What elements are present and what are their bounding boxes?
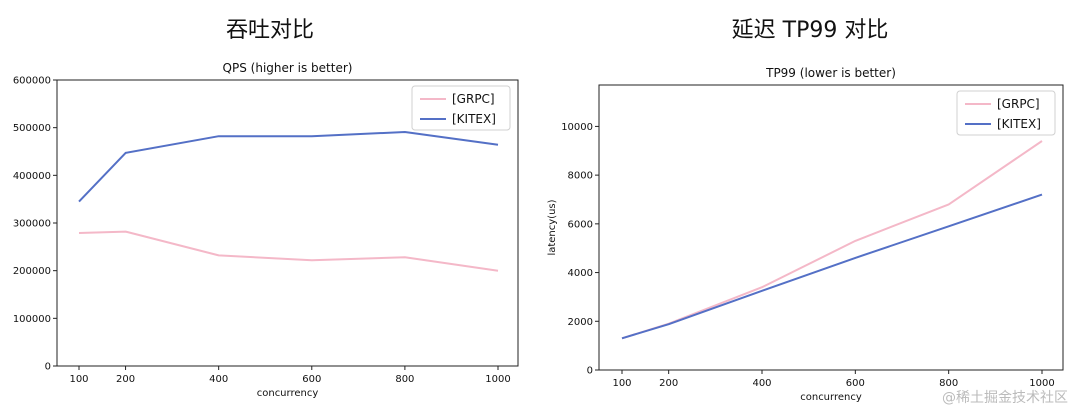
- watermark-text: @稀土掘金技术社区: [942, 390, 1068, 406]
- y-tick-label: 6000: [568, 219, 593, 230]
- x-tick-label: 400: [752, 378, 771, 389]
- y-tick-label: 2000: [568, 317, 593, 328]
- x-tick-label: 100: [69, 374, 88, 385]
- y-axis-label: latency(us): [547, 199, 558, 255]
- chart-1: QPS (higher is better) 0 100000 200000 30000…: [13, 61, 519, 399]
- x-tick-label: 400: [209, 374, 228, 385]
- x-tick-label: 600: [846, 378, 865, 389]
- legend-label-grpc: [GRPC]: [997, 97, 1040, 111]
- chart-title: TP99 (lower is better): [765, 66, 896, 80]
- y-tick-label: 200000: [13, 266, 51, 277]
- x-axis-label: concurrency: [800, 392, 862, 403]
- legend-label-kitex: [KITEX]: [452, 112, 496, 126]
- x-tick-label: 100: [612, 378, 631, 389]
- y-tick-label: 10000: [561, 122, 593, 133]
- latency-heading: 延迟 TP99 对比: [731, 18, 889, 43]
- legend-label-grpc: [GRPC]: [452, 92, 495, 106]
- x-tick-label: 200: [659, 378, 678, 389]
- series-line-grpc: [621, 140, 1043, 340]
- y-tick-label: 8000: [568, 171, 593, 182]
- x-tick-label: 1000: [485, 374, 510, 385]
- y-tick-label: 0: [587, 366, 593, 377]
- y-tick-label: 100000: [13, 314, 51, 325]
- x-tick-label: 1000: [1029, 378, 1054, 389]
- y-tick-label: 600000: [13, 76, 51, 87]
- chart-title: QPS (higher is better): [223, 61, 353, 75]
- x-tick-label: 800: [395, 374, 414, 385]
- y-tick-label: 500000: [13, 123, 51, 134]
- y-tick-label: 4000: [568, 268, 593, 279]
- series-line-grpc: [78, 230, 499, 272]
- throughput-heading: 吞吐对比: [225, 18, 314, 43]
- series-line-kitex: [621, 193, 1043, 340]
- x-axis-label: concurrency: [257, 388, 319, 399]
- x-tick-label: 200: [116, 374, 135, 385]
- plot-frame: [598, 84, 1064, 371]
- legend-label-kitex: [KITEX]: [997, 117, 1041, 131]
- y-tick-label: 300000: [13, 219, 51, 230]
- x-tick-label: 800: [939, 378, 958, 389]
- series-line-kitex: [78, 131, 499, 203]
- y-tick-label: 400000: [13, 171, 51, 182]
- x-tick-label: 600: [302, 374, 321, 385]
- chart-2: TP99 (lower is better) 0 2000 4000 6000 8000 1…: [547, 66, 1064, 403]
- y-tick-label: 0: [45, 362, 51, 373]
